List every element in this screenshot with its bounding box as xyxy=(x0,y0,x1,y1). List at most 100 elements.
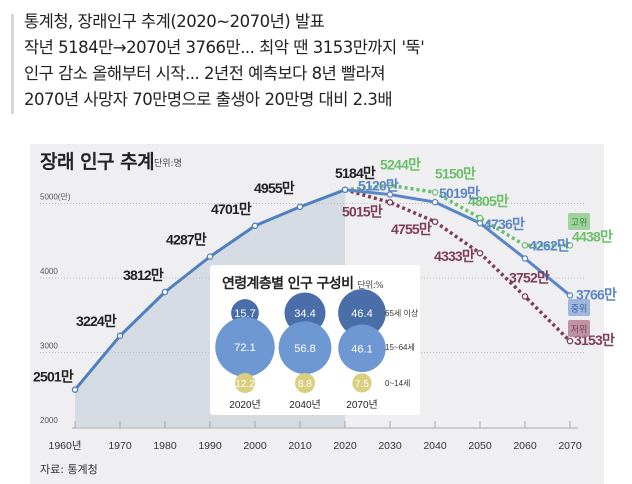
data-label: 3224만 xyxy=(76,313,117,329)
bubble-label: 46.1 xyxy=(351,343,372,355)
data-point xyxy=(341,186,349,194)
bubble xyxy=(278,321,332,375)
data-point xyxy=(431,218,439,226)
y-tick-label: 4000 xyxy=(40,267,58,276)
data-point xyxy=(566,292,574,299)
quote-bar xyxy=(11,14,14,114)
data-point xyxy=(476,219,484,227)
y-tick-label: 3000 xyxy=(40,342,58,351)
source-note: 자료: 통계청 xyxy=(40,463,98,476)
data-point xyxy=(71,386,79,393)
data-point xyxy=(566,242,574,249)
series-line-3 xyxy=(344,188,572,343)
x-tick-label: 2000 xyxy=(243,440,267,452)
data-point xyxy=(566,337,574,345)
data-point xyxy=(206,253,214,260)
data-point xyxy=(476,249,484,257)
series-line-1 xyxy=(344,183,570,248)
bubble xyxy=(295,373,315,393)
bubble-label: 8.8 xyxy=(298,379,312,390)
data-label: 5184만 xyxy=(335,165,376,181)
x-tick-label: 2040 xyxy=(423,440,447,452)
data-point xyxy=(521,242,529,249)
x-tick-label: 1970 xyxy=(108,440,132,452)
headline-line-3: 인구 감소 올해부터 시작... 2년전 예측보다 8년 빨라져 xyxy=(24,64,386,83)
data-label: 4805만 xyxy=(468,193,509,209)
bubble xyxy=(215,317,275,377)
series-line-2 xyxy=(344,188,571,297)
year-label: 2040년 xyxy=(289,399,320,411)
data-label: 4955만 xyxy=(254,180,295,196)
legend-label: 저위 xyxy=(571,325,588,335)
data-point xyxy=(296,203,304,211)
data-label: 4701만 xyxy=(211,201,252,217)
bubble xyxy=(338,324,386,373)
year-label: 2070년 xyxy=(346,399,377,411)
legend-label: 중위 xyxy=(571,304,588,314)
age-group-label: 15~64세 xyxy=(385,343,415,352)
x-tick-label: 2060 xyxy=(513,440,537,452)
x-tick-label: 1990 xyxy=(198,440,222,452)
data-label: 5015만 xyxy=(342,203,383,219)
bubble-label: 56.8 xyxy=(294,343,315,355)
inset-unit: 단위:% xyxy=(357,281,384,291)
inset-title: 연령계층별 인구 구성비 단위:% xyxy=(222,273,384,293)
data-point xyxy=(251,222,259,230)
bubble-label: 7.5 xyxy=(355,379,369,390)
data-label: 5019만 xyxy=(439,185,480,201)
chart-unit: 단위:명 xyxy=(154,159,182,169)
bubble-label: 34.4 xyxy=(294,308,315,320)
data-point xyxy=(476,214,484,222)
data-label: 2501만 xyxy=(33,369,74,385)
data-point xyxy=(386,182,394,189)
data-label: 5150만 xyxy=(435,165,476,181)
data-point xyxy=(386,199,394,206)
bubble-label: 72.1 xyxy=(234,342,255,354)
bubble xyxy=(284,292,326,334)
age-group-label: 0~14세 xyxy=(385,379,410,388)
data-point xyxy=(116,332,124,340)
x-tick-label: 2050 xyxy=(468,440,492,452)
y-tick-label: 5000(만) xyxy=(40,193,71,202)
legend-badge xyxy=(568,320,590,337)
headline-line-4: 2070년 사망자 70만명으로 출생아 20만명 대비 2.3배 xyxy=(24,90,393,109)
x-tick-label: 2020 xyxy=(333,440,357,452)
age-composition-inset: 연령계층별 인구 구성비 단위:% 15.7 34.4 46.4 65세 이상 72.1 5… xyxy=(210,265,420,415)
legend-badge xyxy=(568,299,590,316)
data-label: 3766만 xyxy=(576,286,617,302)
year-label: 2020년 xyxy=(229,399,260,411)
data-label: 3752만 xyxy=(509,269,550,285)
data-label: 3812만 xyxy=(123,267,164,283)
data-label: 4736만 xyxy=(484,216,525,232)
bubble xyxy=(352,373,372,393)
legend-label: 고위 xyxy=(571,218,588,228)
bubble-label: 46.4 xyxy=(351,308,372,320)
age-group-label: 65세 이상 xyxy=(385,308,419,318)
data-point xyxy=(521,293,529,300)
inset-title-text: 연령계층별 인구 구성비 xyxy=(222,276,354,292)
x-tick-label: 2070 xyxy=(558,440,582,452)
age-bubble-chart: 15.7 34.4 46.4 65세 이상 72.1 56.8 46.1 15~64세 12.2… xyxy=(215,289,419,411)
data-label: 5120만 xyxy=(358,178,399,194)
data-point xyxy=(161,288,169,296)
x-tick-label: 2030 xyxy=(378,440,402,452)
data-label: 4333만 xyxy=(434,248,475,264)
chart-title: 장래 인구 추계 xyxy=(40,151,155,173)
data-point xyxy=(386,191,394,198)
bubble xyxy=(338,289,386,337)
bubble-label: 12.2 xyxy=(235,379,255,390)
headline-line-2: 작년 5184만→2070년 3766만... 최악 땐 3153만까지 '뚝' xyxy=(24,38,425,57)
data-point xyxy=(431,189,439,196)
x-tick-label: 1960년 xyxy=(48,440,81,452)
data-label: 4262만 xyxy=(529,237,570,253)
bubble-label: 15.7 xyxy=(234,308,255,320)
data-point xyxy=(431,198,439,206)
data-point xyxy=(521,255,529,262)
data-label: 5244만 xyxy=(380,156,421,172)
bubble xyxy=(235,373,255,393)
x-tick-label: 2010 xyxy=(288,440,312,452)
data-label: 4438만 xyxy=(572,228,613,244)
data-label: 4287만 xyxy=(166,232,207,248)
headline-line-1: 통계청, 장래인구 추계(2020~2070년) 발표 xyxy=(24,12,325,31)
y-tick-label: 2000 xyxy=(40,416,58,425)
